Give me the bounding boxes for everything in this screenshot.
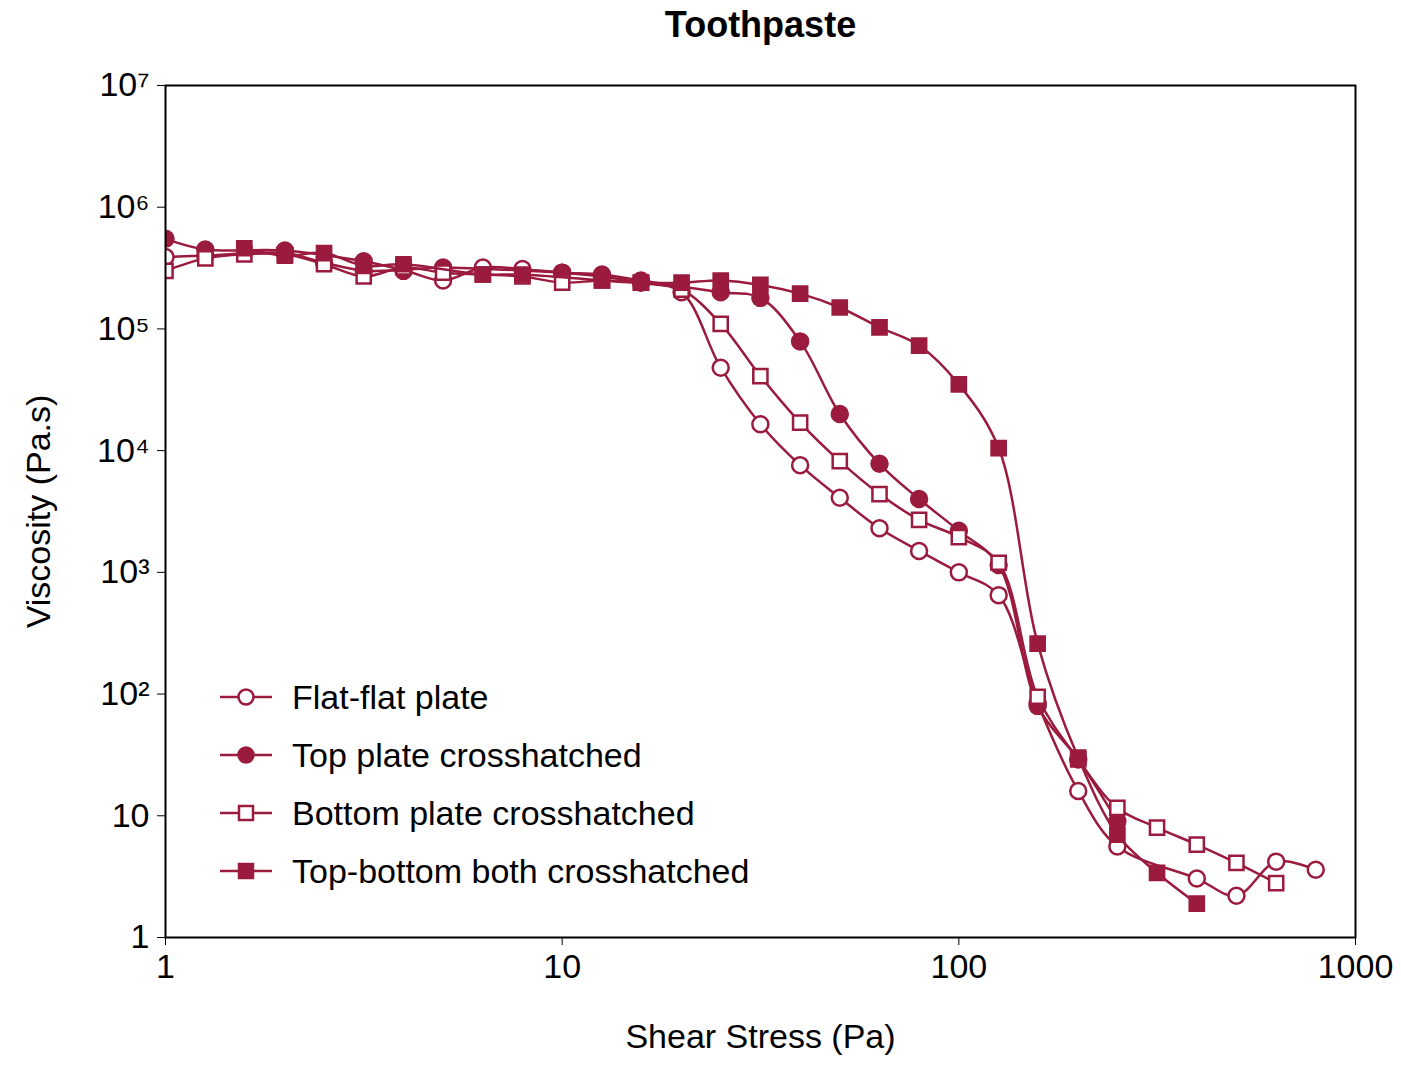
html-text:Top plate crosshatched: Top plate crosshatched [292,735,642,774]
svg-text:10²: 10² [100,674,149,712]
svg-text:1: 1 [131,917,150,955]
html-text:Toothpaste: Toothpaste [664,4,857,45]
html-text:Top-bottom both crosshatched: Top-bottom both crosshatched [292,851,750,890]
svg-text:10⁴: 10⁴ [97,431,149,469]
svg-text:Shear Stress (Pa): Shear Stress (Pa) [625,1017,895,1055]
svg-text:1: 1 [156,947,175,985]
svg-text:10⁶: 10⁶ [98,187,150,225]
svg-text:10³: 10³ [100,552,149,590]
svg-text:Viscosity (Pa.s): Viscosity (Pa.s) [19,395,57,629]
svg-text:1000: 1000 [1318,947,1394,985]
svg-text:100: 100 [930,947,987,985]
svg-text:10: 10 [543,947,581,985]
html-text:Flat-flat plate: Flat-flat plate [292,677,489,716]
svg-text:10: 10 [112,796,150,834]
svg-text:10⁵: 10⁵ [98,309,150,347]
html-text:Bottom plate crosshatched: Bottom plate crosshatched [292,793,695,832]
svg-text:10⁷: 10⁷ [99,65,149,103]
